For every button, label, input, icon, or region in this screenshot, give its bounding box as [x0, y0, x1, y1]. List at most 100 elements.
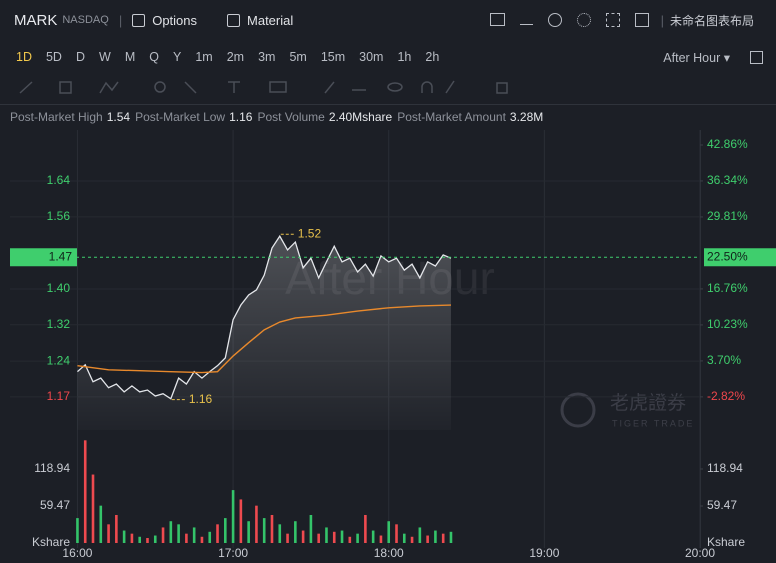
volume-bar [231, 490, 235, 543]
y-tick-label: 1.24 [47, 353, 71, 367]
timeframe-button[interactable]: W [99, 50, 111, 64]
timeframe-button[interactable]: 1m [195, 50, 213, 64]
volume-bar [449, 531, 453, 543]
volume-tick-label: 118.94 [34, 461, 70, 475]
volume-bar [216, 524, 219, 543]
timeframe-button[interactable]: 3m [258, 50, 276, 64]
volume-bar [286, 533, 289, 543]
volume-bar [278, 524, 282, 543]
layout-name[interactable]: 未命名图表布局 [669, 13, 754, 28]
volume-bar [91, 474, 95, 543]
stat-label: Post-Market Low [135, 110, 226, 124]
volume-bar [115, 514, 118, 543]
volume-bar [83, 440, 87, 543]
icon[interactable] [605, 13, 620, 27]
volume-bar [356, 533, 359, 543]
stat-value: 1.54 [106, 110, 131, 124]
y2-tick-label: 10.23% [707, 317, 748, 331]
y2-tick-label: 16.76% [707, 281, 748, 295]
material-button[interactable]: Material [227, 13, 293, 28]
header-icons [489, 13, 649, 27]
last-price-label: 1.47 [49, 249, 73, 263]
options-button[interactable]: Options [132, 13, 197, 28]
timeframe-button[interactable]: 1h [397, 50, 412, 64]
brand: 老虎證券 TIGER TRADE [560, 392, 692, 428]
stat-value: 2.40Mshare [328, 110, 393, 124]
timeframe-button[interactable]: M [124, 50, 136, 64]
x-tick-label: 18:00 [374, 546, 404, 560]
last-change-label: 22.50% [707, 249, 748, 263]
icon[interactable] [634, 13, 649, 27]
volume-tick-label: 59.47 [707, 498, 737, 512]
volume-bar [395, 524, 398, 543]
volume-bar [161, 527, 165, 543]
volume-bar [309, 514, 313, 543]
symbol: MARK [14, 11, 58, 29]
last-change-box [704, 248, 776, 267]
session-label: After Hour [663, 50, 721, 65]
y2-tick-label: 3.70% [707, 353, 741, 367]
volume-bar [130, 533, 134, 543]
volume-bar [153, 535, 157, 543]
y2-tick-label: 29.81% [707, 209, 748, 223]
volume-tick-label: 59.47 [40, 498, 70, 512]
timeframe-button[interactable]: 2h [425, 50, 440, 64]
volume-bar [410, 536, 414, 543]
icon[interactable] [576, 13, 591, 27]
y2-tick-label: 36.34% [707, 173, 748, 187]
timeframe-button[interactable]: Q [149, 50, 159, 64]
last-price-box [10, 248, 77, 267]
timeframe-button[interactable]: Y [172, 50, 182, 64]
timeframes: 1D 5D D W M Q Y 1m 2m 3m 5m 15m 30m 1h 2h [2, 50, 439, 64]
volume-bar [208, 531, 212, 543]
timeframe-button[interactable]: 5D [45, 50, 62, 64]
volume-bar [426, 535, 429, 543]
volume-bar [301, 530, 305, 543]
y-tick-label: 1.40 [47, 281, 71, 295]
timeframe-button[interactable]: D [75, 50, 85, 64]
stats-list: Post-Market High 1.54 Post-Market Low 1.16 P… [10, 110, 548, 124]
volume-bar [364, 514, 367, 543]
volume-bar [262, 518, 266, 543]
volume-bar [76, 518, 79, 543]
timeframe-button[interactable]: 1D [16, 50, 32, 64]
divider: | [660, 12, 664, 28]
y-tick-label: 1.64 [47, 173, 71, 187]
volume-bar [177, 524, 180, 543]
stat-label: Post-Market Amount [397, 110, 506, 124]
timeframe-button[interactable]: 15m [320, 50, 346, 64]
stat-value: 3.28M [509, 110, 544, 124]
timeframe-button[interactable]: 5m [289, 50, 307, 64]
x-tick-label: 20:00 [685, 546, 715, 560]
volume-bar [332, 531, 336, 543]
x-tick-label: 17:00 [218, 546, 248, 560]
volume-bar [294, 521, 297, 543]
y2-tick-label: -2.82% [707, 389, 745, 403]
volume-bar [247, 521, 250, 543]
timeframe-button[interactable]: 2m [226, 50, 245, 64]
icon[interactable] [547, 13, 562, 27]
drawing-tools [19, 80, 508, 94]
volume-unit: Kshare [32, 535, 70, 549]
header: MARK NASDAQ | Options Material | 未命名图表布局 [0, 0, 776, 40]
volume-bar [185, 533, 188, 543]
volume-bar [122, 530, 126, 543]
icon[interactable] [519, 13, 533, 25]
divider: | [118, 12, 123, 28]
y2-tick-label: 42.86% [707, 137, 748, 151]
volume-bar [402, 533, 406, 543]
timeframe-button[interactable]: 30m [359, 50, 384, 64]
volume-bar [387, 521, 391, 543]
brand-name: 老虎證券 [610, 392, 686, 414]
y-tick-label: 1.56 [47, 209, 71, 223]
stats: Post-Market High 1.54 Post-Market Low 1.16 P… [0, 108, 776, 126]
fullscreen-icon[interactable] [750, 50, 763, 64]
icon[interactable] [489, 13, 505, 26]
volume-bar [200, 536, 204, 543]
volume-tick-label: 118.94 [707, 461, 743, 475]
material-label: Material [247, 12, 294, 28]
volume-bar [138, 536, 141, 543]
session-select[interactable]: After Hour ▾ [663, 50, 730, 65]
